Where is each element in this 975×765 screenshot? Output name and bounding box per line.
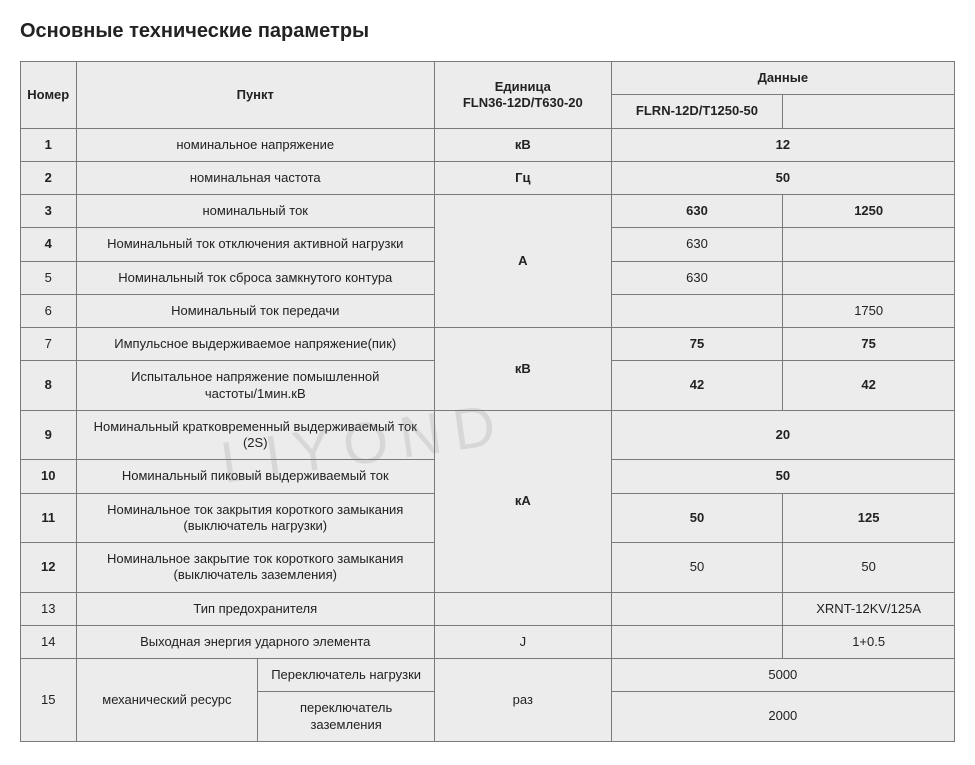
cell-num: 15 xyxy=(21,659,77,742)
cell-unit: кВ xyxy=(434,328,611,411)
table-row: 9 Номинальный кратковременный выдерживае… xyxy=(21,410,955,460)
cell-unit: кА xyxy=(434,410,611,592)
cell-data: 50 xyxy=(611,460,954,493)
cell-num: 7 xyxy=(21,328,77,361)
cell-data xyxy=(611,294,783,327)
cell-subitem: Переключатель нагрузки xyxy=(258,659,435,692)
cell-data: 12 xyxy=(611,128,954,161)
cell-unit: кВ xyxy=(434,128,611,161)
cell-num: 2 xyxy=(21,161,77,194)
table-row: 1 номинальное напряжение кВ 12 xyxy=(21,128,955,161)
cell-num: 6 xyxy=(21,294,77,327)
table-row: 7 Импульсное выдерживаемое напряжение(пи… xyxy=(21,328,955,361)
cell-data: 50 xyxy=(611,493,783,543)
cell-item: Номинальный ток отключения активной нагр… xyxy=(76,228,434,261)
cell-num: 12 xyxy=(21,543,77,593)
cell-item: Испытальное напряжение помышленной часто… xyxy=(76,361,434,411)
cell-data: 2000 xyxy=(611,692,954,742)
cell-num: 11 xyxy=(21,493,77,543)
cell-item: Номинальный пиковый выдерживаемый ток xyxy=(76,460,434,493)
cell-data: 42 xyxy=(783,361,955,411)
header-unit-line1: Единица xyxy=(495,79,551,94)
cell-num: 5 xyxy=(21,261,77,294)
cell-unit: А xyxy=(434,195,611,328)
cell-data: 1250 xyxy=(783,195,955,228)
cell-num: 3 xyxy=(21,195,77,228)
cell-data xyxy=(783,261,955,294)
cell-item: Номинальный ток сброса замкнутого контур… xyxy=(76,261,434,294)
cell-item: Номинальное закрытие ток короткого замык… xyxy=(76,543,434,593)
table-row: 14 Выходная энергия ударного элемента J … xyxy=(21,625,955,658)
header-num: Номер xyxy=(21,62,77,129)
cell-data: XRNT-12KV/125A xyxy=(783,592,955,625)
cell-unit: J xyxy=(434,625,611,658)
cell-item: Импульсное выдерживаемое напряжение(пик) xyxy=(76,328,434,361)
cell-item: Выходная энергия ударного элемента xyxy=(76,625,434,658)
cell-data: 20 xyxy=(611,410,954,460)
cell-subitem: переключатель заземления xyxy=(258,692,435,742)
table-row: 2 номинальная частота Гц 50 xyxy=(21,161,955,194)
cell-data: 630 xyxy=(611,261,783,294)
header-unit-line2: FLN36-12D/T630-20 xyxy=(463,95,583,110)
header-unit: Единица FLN36-12D/T630-20 xyxy=(434,62,611,129)
cell-data: 1+0.5 xyxy=(783,625,955,658)
cell-item: Номинальный кратковременный выдерживаемы… xyxy=(76,410,434,460)
cell-unit xyxy=(434,592,611,625)
cell-item: номинальный ток xyxy=(76,195,434,228)
cell-item: Номинальное ток закрытия короткого замык… xyxy=(76,493,434,543)
cell-item: Тип предохранителя xyxy=(76,592,434,625)
table-header-row: Номер Пункт Единица FLN36-12D/T630-20 Да… xyxy=(21,62,955,95)
cell-data: 50 xyxy=(611,543,783,593)
cell-data: 125 xyxy=(783,493,955,543)
cell-data: 50 xyxy=(611,161,954,194)
cell-data xyxy=(611,592,783,625)
cell-data: 5000 xyxy=(611,659,954,692)
table-row: 3 номинальный ток А 630 1250 xyxy=(21,195,955,228)
cell-num: 14 xyxy=(21,625,77,658)
table-row: 15 механический ресурс Переключатель наг… xyxy=(21,659,955,692)
header-data-sub1: FLRN-12D/T1250-50 xyxy=(611,95,783,128)
cell-item: номинальная частота xyxy=(76,161,434,194)
header-data: Данные xyxy=(611,62,954,95)
cell-data: 1750 xyxy=(783,294,955,327)
table-row: 13 Тип предохранителя XRNT-12KV/125A xyxy=(21,592,955,625)
cell-data: 75 xyxy=(783,328,955,361)
cell-num: 1 xyxy=(21,128,77,161)
cell-num: 9 xyxy=(21,410,77,460)
cell-num: 10 xyxy=(21,460,77,493)
cell-data: 630 xyxy=(611,228,783,261)
cell-data xyxy=(783,228,955,261)
cell-item: механический ресурс xyxy=(76,659,258,742)
header-item: Пункт xyxy=(76,62,434,129)
cell-data: 50 xyxy=(783,543,955,593)
cell-num: 8 xyxy=(21,361,77,411)
cell-data: 630 xyxy=(611,195,783,228)
header-data-sub2 xyxy=(783,95,955,128)
page-title: Основные технические параметры xyxy=(20,20,955,43)
cell-num: 4 xyxy=(21,228,77,261)
cell-item: Номинальный ток передачи xyxy=(76,294,434,327)
cell-num: 13 xyxy=(21,592,77,625)
cell-data: 75 xyxy=(611,328,783,361)
cell-data: 42 xyxy=(611,361,783,411)
cell-unit: Гц xyxy=(434,161,611,194)
cell-item: номинальное напряжение xyxy=(76,128,434,161)
cell-data xyxy=(611,625,783,658)
spec-table: Номер Пункт Единица FLN36-12D/T630-20 Да… xyxy=(20,61,955,742)
cell-unit: раз xyxy=(434,659,611,742)
